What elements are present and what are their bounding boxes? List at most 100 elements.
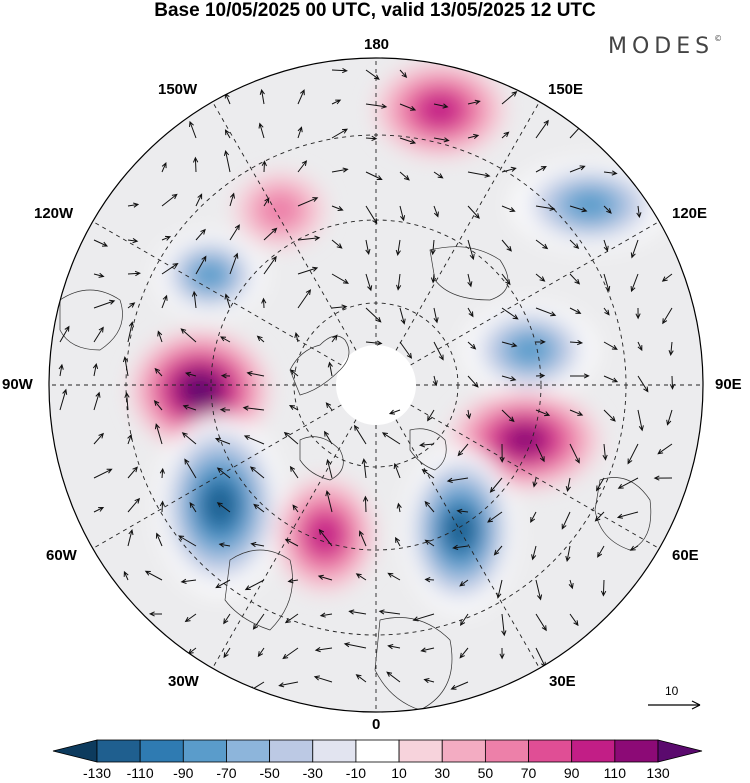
wind-arrow [263,227,278,241]
wind-arrow [569,443,580,464]
wind-arrow [292,504,299,513]
wind-arrow [58,363,64,377]
wind-arrow [388,409,401,415]
wind-arrow [597,545,605,558]
wind-arrow [603,409,616,422]
wind-arrow [189,120,197,139]
wind-arrow [343,642,367,649]
wind-arrow [283,431,299,445]
wind-arrow [365,340,383,346]
wind-arrow [399,307,406,325]
colorbar-swatch [269,739,314,763]
colorbar-tick-label: 110 [603,765,627,781]
wind-arrow [424,577,435,583]
wind-arrow [184,613,197,623]
wind-arrow [244,579,265,591]
wind-arrow [123,570,129,581]
wind-arrow [499,443,505,463]
wind-arrow [180,578,197,584]
lon-label-60w: 60W [46,547,77,564]
colorbar-swatch [355,739,400,763]
wind-arrow [282,647,299,660]
wind-arrow [430,273,437,284]
colorbar-swatch [614,739,659,763]
wind-arrow [355,674,367,683]
wind-arrow [214,437,231,445]
wind-arrow [127,321,134,343]
wind-arrow [386,671,401,683]
wind-arrow [501,205,516,212]
lon-label-30e: 30E [549,673,576,690]
wind-arrow [297,89,305,105]
wind-arrow [459,579,469,587]
wind-arrow [530,511,537,524]
wind-arrow [501,307,519,320]
lon-label-90e: 90E [715,376,742,393]
wind-arrow [127,466,138,479]
colorbar-tick-label: 70 [520,765,537,781]
wind-arrow [501,341,518,348]
wind-arrow [617,477,639,489]
colorbar-tick-label: -30 [302,765,323,781]
colorbar-swatch [398,739,443,763]
wind-arrow [424,539,435,547]
wind-arrow [161,193,178,207]
wind-arrow [365,69,380,80]
wind-arrow [602,443,608,461]
wind-arrow [501,239,512,252]
wind-arrow [317,574,333,581]
colorbar-swatch [571,739,616,763]
wind-arrow [353,424,367,445]
wind-arrow [348,609,367,615]
wind-arrow [319,612,333,618]
wind-arrow [284,613,299,624]
wind-arrow [325,402,333,411]
colorbar-swatch [139,739,184,763]
wind-arrow [467,205,480,219]
wind-arrow [627,443,639,465]
wind-arrow [93,239,109,247]
wind-arrow [561,511,571,530]
wind-arrow [161,162,167,173]
wind-arrow [535,239,549,250]
wind-arrow [603,273,611,293]
anomaly-positive-150E [420,94,460,126]
wind-arrow [178,535,197,547]
wind-arrow [224,293,231,309]
wind-arrow [127,528,134,547]
wind-arrow [93,272,105,278]
wind-arrow [467,273,473,288]
wind-arrow [501,131,510,139]
wind-arrow [216,467,231,479]
wind-arrow [294,331,300,343]
wind-arrow [600,579,607,597]
map-boundary [48,57,704,713]
colorbar-tick-label: -10 [345,765,367,781]
wind-arrow [224,129,231,139]
wind-arrow [331,67,348,74]
wind-arrow [243,435,265,445]
wind-arrow [501,166,517,173]
wind-arrow [668,341,674,357]
wind-arrow [331,99,342,105]
wind-arrow [487,511,503,523]
wind-arrow [313,675,333,683]
wind-arrow [93,299,116,309]
wind-arrow [287,578,299,584]
wind-arrow [93,468,113,479]
wind-arrow [297,289,312,309]
wind-arrow [144,570,163,581]
colorbar-swatch [484,739,529,763]
colorbar-swatch [52,739,98,763]
wind-arrow [499,647,505,660]
lon-label-120w: 120W [34,205,74,222]
wind-arrow [93,391,101,411]
wind-arrow [365,307,382,323]
wind-arrow [501,375,517,382]
wind-arrow [535,273,546,282]
wind-arrow [433,137,450,143]
wind-arrow [261,160,267,173]
wind-arrow [331,334,338,343]
wind-arrow [450,681,469,690]
wind-arrow [433,341,444,361]
